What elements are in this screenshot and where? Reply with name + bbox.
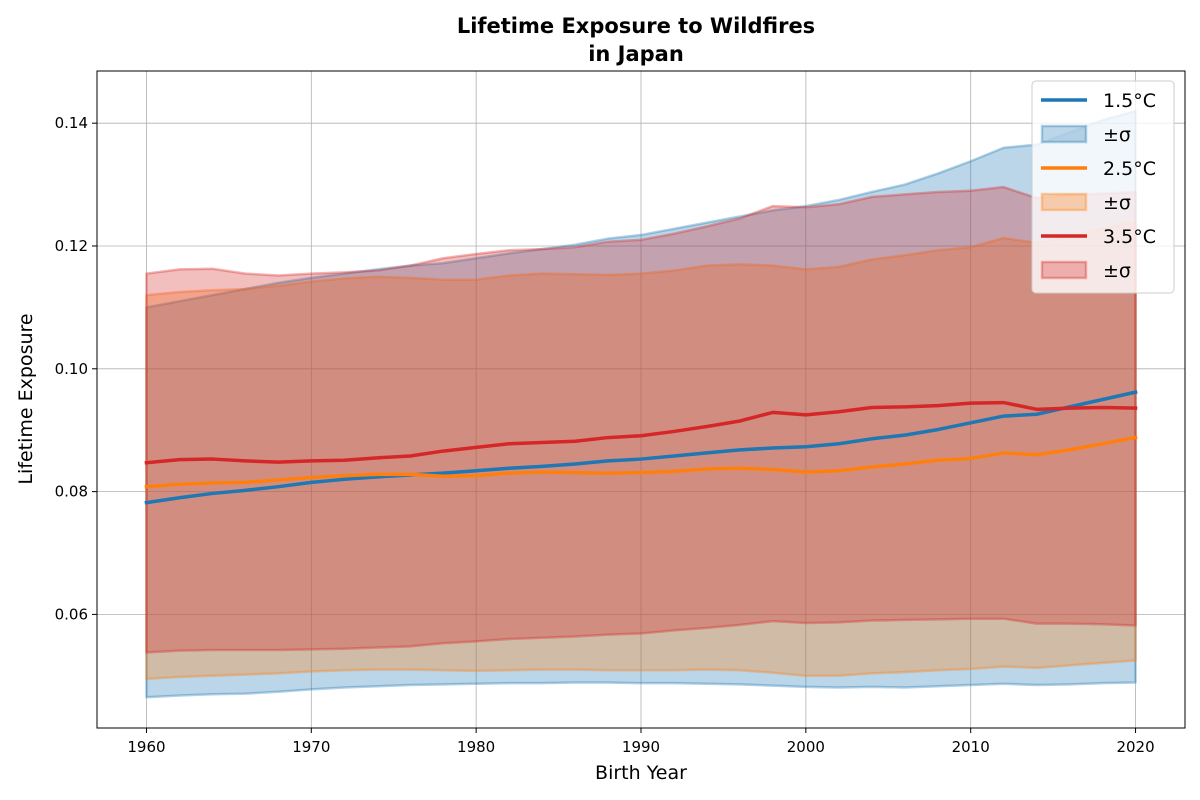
x-tick-label: 1980: [457, 738, 495, 756]
y-axis-label: Lifetime Exposure: [15, 313, 37, 484]
legend: 1.5°C ±σ 2.5°C ±σ 3.5°C ±σ: [1031, 80, 1175, 294]
grid-layer: [97, 71, 1185, 728]
x-tick-label: 1970: [292, 738, 330, 756]
lines-layer: [144, 390, 1138, 505]
legend-band-label-3.5°C: ±σ: [1103, 260, 1131, 282]
y-tick-label: 0.08: [55, 483, 88, 501]
legend-label-1.5°C: 1.5°C: [1103, 90, 1156, 112]
band-2.5°C: [145, 220, 1137, 681]
x-tick-label: 2020: [1116, 738, 1154, 756]
x-ticks: 1960 1970 1980 1990 2000 2010 2020: [127, 728, 1155, 756]
y-tick-label: 0.12: [55, 237, 88, 255]
x-tick-label: 2000: [787, 738, 825, 756]
legend-band-label-2.5°C: ±σ: [1103, 192, 1131, 214]
x-tick-label: 2010: [952, 738, 990, 756]
y-tick-label: 0.10: [55, 360, 88, 378]
chart-title-line1: Lifetime Exposure to Wildfires: [457, 14, 815, 38]
legend-label-3.5°C: 3.5°C: [1103, 226, 1156, 248]
legend-label-2.5°C: 2.5°C: [1103, 158, 1156, 180]
y-ticks: 0.06 0.08 0.10 0.12 0.14: [55, 114, 97, 623]
x-axis-label: Birth Year: [595, 762, 687, 784]
legend-band-label-1.5°C: ±σ: [1103, 124, 1131, 146]
y-tick-label: 0.14: [55, 114, 88, 132]
y-tick-label: 0.06: [55, 605, 88, 623]
band-3.5°C: [145, 185, 1137, 654]
legend-swatch-band-2.5°C: [1040, 192, 1088, 212]
line-2.5°C: [144, 435, 1138, 489]
x-tick-label: 1960: [127, 738, 165, 756]
line-3.5°C: [144, 400, 1138, 465]
legend-swatch-band-3.5°C: [1040, 260, 1088, 280]
bands-layer: [145, 109, 1137, 699]
legend-frame: [1031, 80, 1175, 294]
legend-swatch-band-1.5°C: [1040, 124, 1088, 144]
chart-title-line2: in Japan: [588, 42, 684, 66]
band-1.5°C: [145, 109, 1137, 699]
x-tick-label: 1990: [622, 738, 660, 756]
line-1.5°C: [144, 390, 1138, 505]
